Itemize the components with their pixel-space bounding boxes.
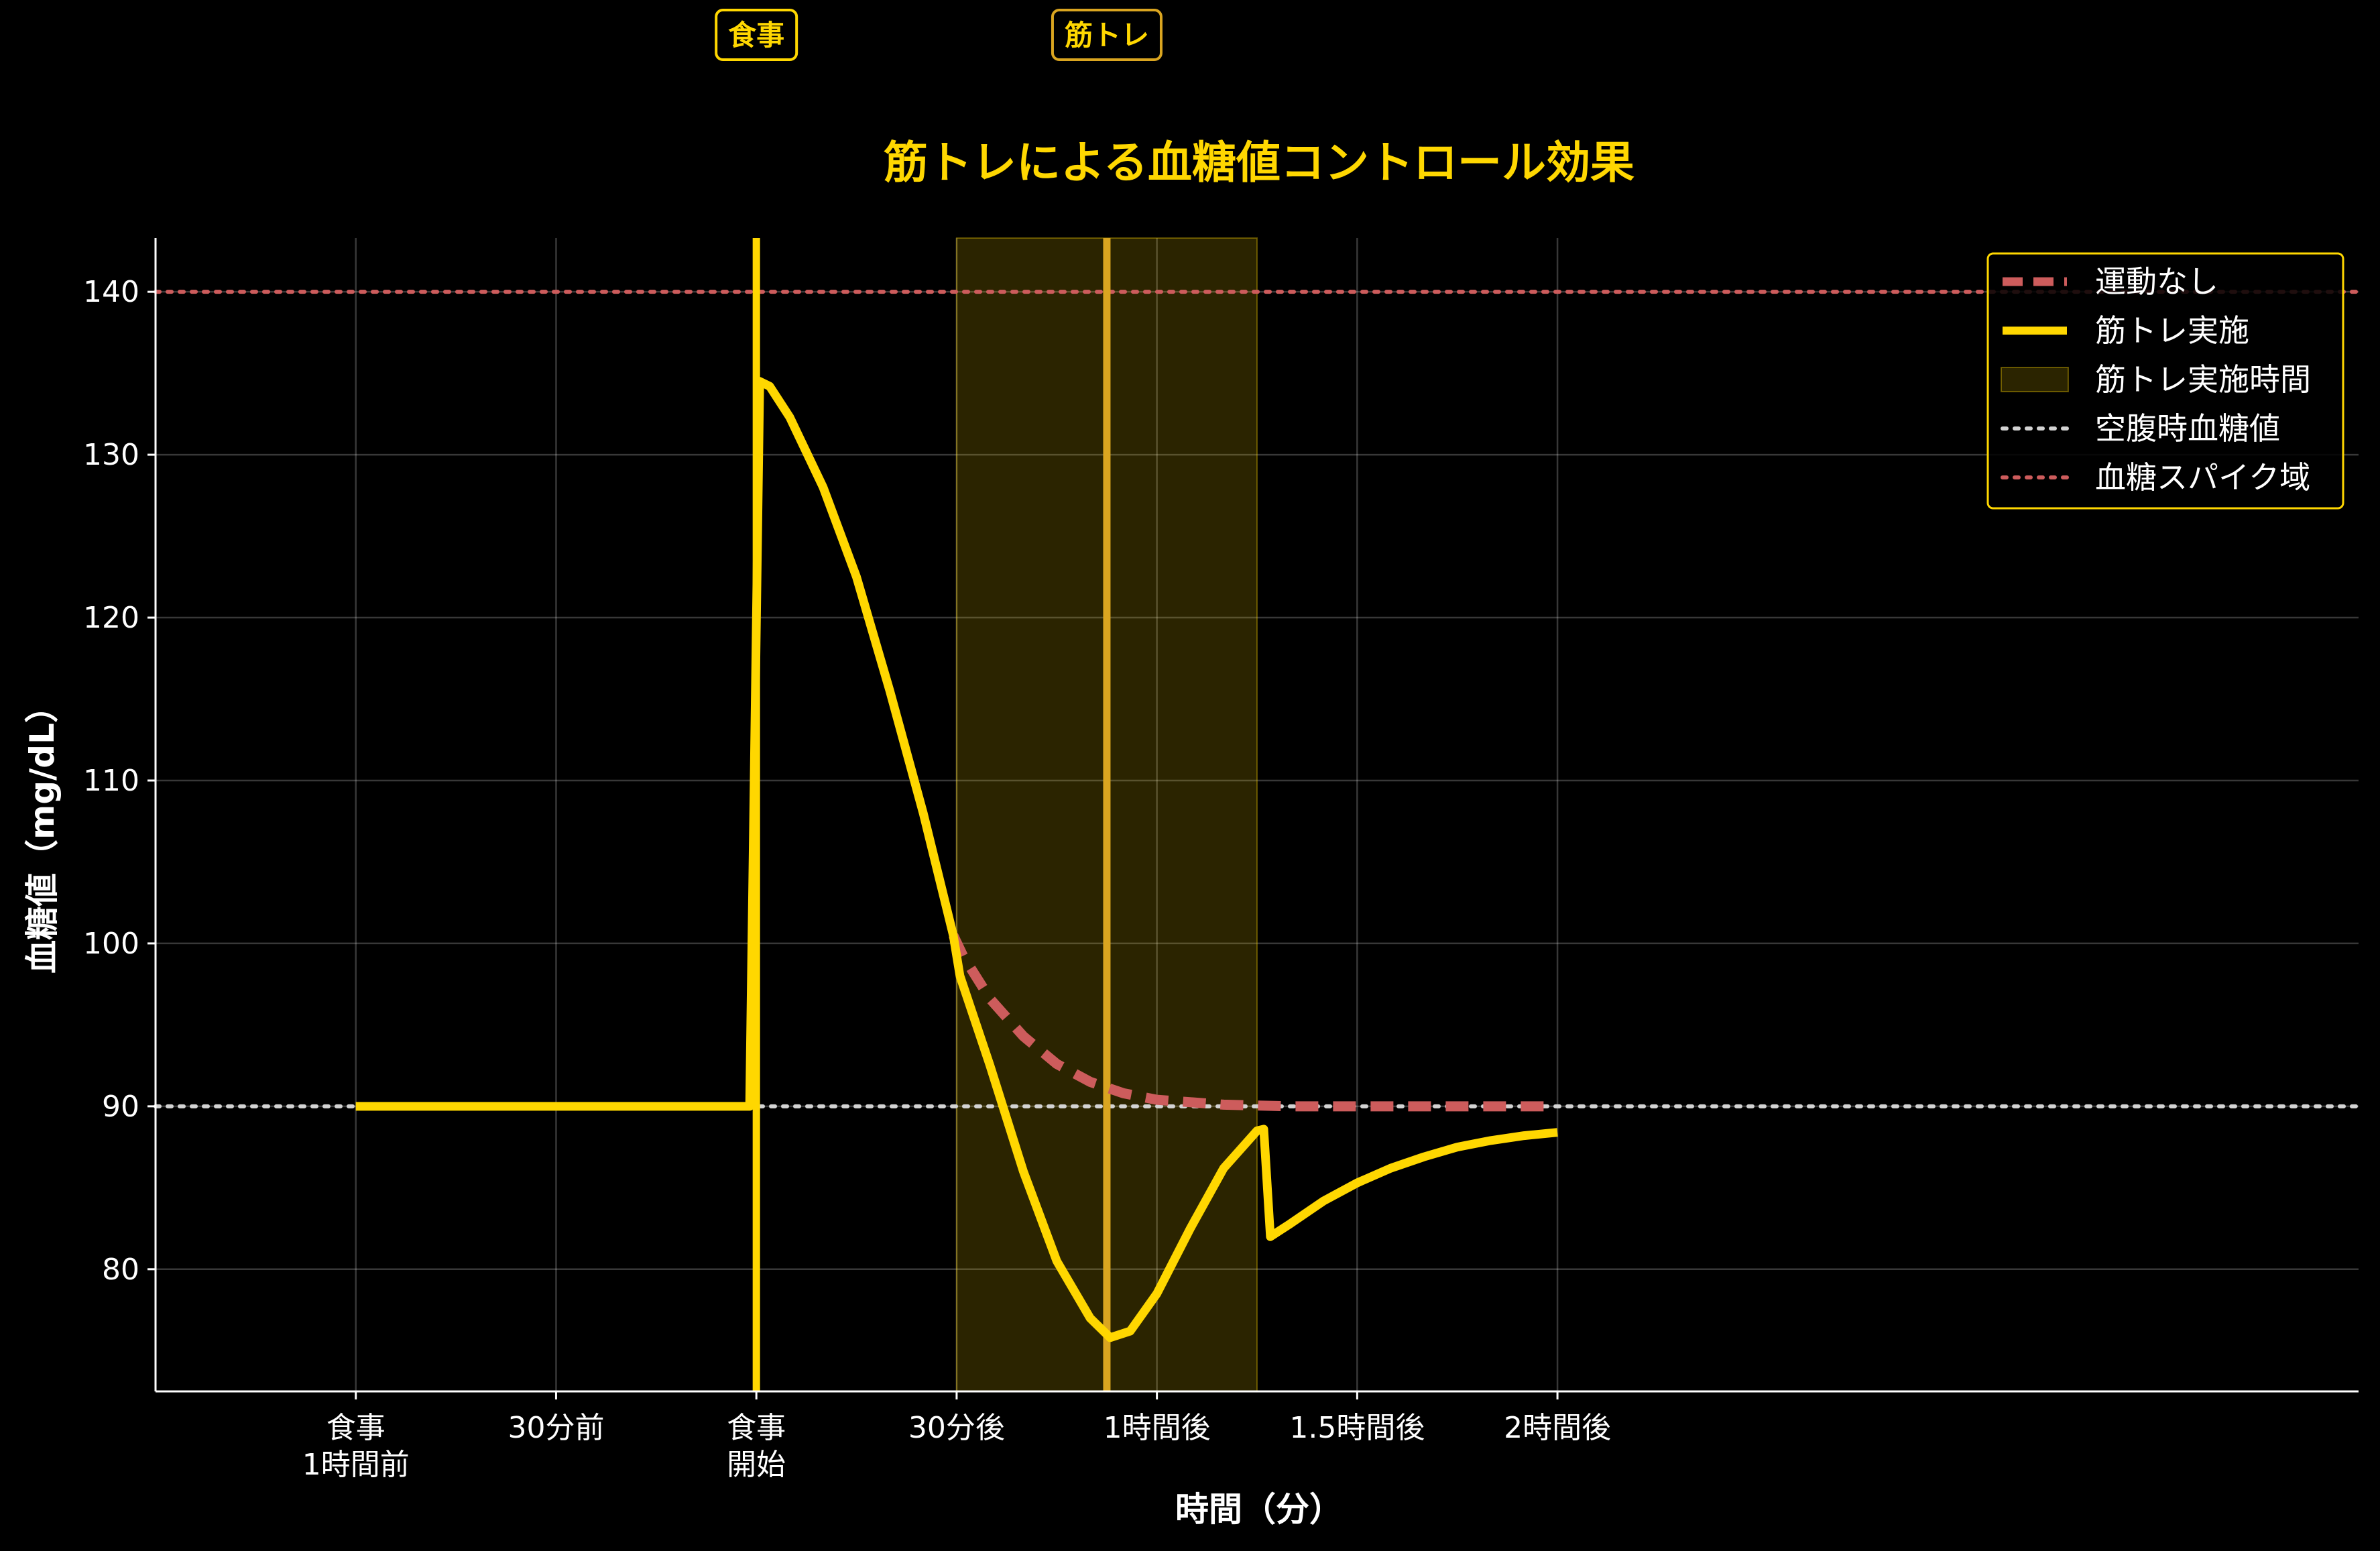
- x-tick-label: 1時間前: [302, 1448, 410, 1482]
- legend-label: 筋トレ実施: [2095, 312, 2249, 349]
- x-tick-label: 30分前: [508, 1411, 604, 1445]
- x-tick-label: 1時間後: [1104, 1411, 1211, 1445]
- x-axis-title: 時間（分）: [1175, 1490, 1343, 1529]
- y-tick-label: 130: [83, 438, 139, 472]
- y-tick-label: 120: [83, 601, 139, 635]
- event-labels: 食事 筋トレ: [715, 9, 1163, 61]
- series-line: [355, 377, 1558, 1342]
- legend-label: 空腹時血糖値: [2095, 410, 2280, 447]
- legend-label: 血糖スパイク域: [2095, 459, 2310, 496]
- x-tick-label: 2時間後: [1504, 1411, 1611, 1445]
- legend-swatch: [2001, 367, 2069, 392]
- x-tick-label: 30分後: [908, 1411, 1005, 1445]
- chart-title: 筋トレによる血糖値コントロール効果: [884, 137, 1634, 188]
- legend-label: 筋トレ実施時間: [2095, 361, 2311, 398]
- event-label-box: [715, 9, 798, 61]
- y-tick-label: 140: [83, 275, 139, 309]
- y-axis-title: 血糖値（mg/dL）: [23, 689, 62, 974]
- x-tick-label: 食事: [326, 1411, 385, 1445]
- event-label: 筋トレ: [1065, 19, 1149, 52]
- x-tick-label: 1.5時間後: [1289, 1411, 1425, 1445]
- event-label-box: [1051, 9, 1163, 61]
- y-tick-label: 80: [102, 1253, 139, 1287]
- event-label: 食事: [728, 19, 784, 52]
- series-layer: [355, 377, 1558, 1342]
- legend-frame: [1986, 252, 2344, 510]
- y-tick-label: 90: [102, 1090, 139, 1124]
- x-tick-label: 食事: [727, 1411, 786, 1445]
- y-tick-label: 100: [83, 927, 139, 961]
- y-tick-label: 110: [83, 764, 139, 798]
- series-line: [949, 933, 1558, 1112]
- x-tick-label: 開始: [727, 1448, 786, 1482]
- axes: [154, 238, 2359, 1393]
- legend-label: 運動なし: [2095, 264, 2218, 300]
